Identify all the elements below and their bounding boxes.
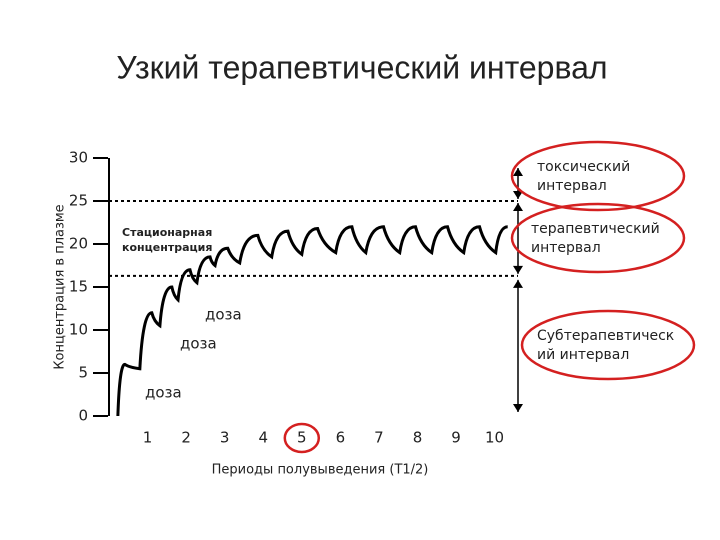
arrow-head (513, 265, 523, 274)
y-tick-label: 0 (78, 407, 88, 425)
x-axis-label: Периоды полувыведения (T1/2) (212, 463, 429, 478)
arrow-head (513, 279, 523, 288)
arrow-head (513, 191, 523, 199)
y-tick-label: 10 (69, 321, 88, 339)
x-tick-label: 3 (220, 429, 230, 447)
concentration-line (116, 225, 508, 417)
arrow-head (513, 203, 523, 211)
interval-label: токсический интервал (537, 159, 630, 194)
page-title: Узкий терапевтический интервал (116, 49, 607, 85)
y-tick-label: 5 (78, 364, 88, 382)
arrow-head (513, 168, 523, 176)
y-tick-label: 15 (69, 278, 88, 296)
tick-highlight (283, 422, 321, 454)
interval-highlight (510, 140, 686, 212)
dose-label: доза (180, 335, 217, 353)
y-tick-label: 30 (69, 149, 88, 167)
y-axis-label: Концентрация в плазме (53, 204, 68, 369)
interval-label: Субтерапевтическ ий интервал (537, 328, 674, 363)
arrow-head (513, 404, 523, 412)
y-tick-label: 25 (69, 192, 88, 210)
x-tick-label: 1 (143, 429, 153, 447)
x-tick-label: 4 (258, 429, 268, 447)
x-tick-label: 9 (451, 429, 461, 447)
dose-label: доза (145, 384, 182, 402)
interval-highlight (510, 202, 686, 274)
x-tick-label: 7 (374, 429, 384, 447)
y-tick-label: 20 (69, 235, 88, 253)
x-tick-label: 8 (413, 429, 423, 447)
dose-label: доза (205, 306, 242, 324)
x-tick-label: 10 (485, 429, 504, 447)
interval-highlight (520, 309, 696, 381)
x-tick-label: 2 (181, 429, 191, 447)
annotation: Стационарная концентрация (122, 226, 212, 254)
x-tick-label: 6 (336, 429, 346, 447)
x-tick-label: 5 (297, 429, 307, 447)
interval-label: терапевтический интервал (531, 221, 660, 256)
